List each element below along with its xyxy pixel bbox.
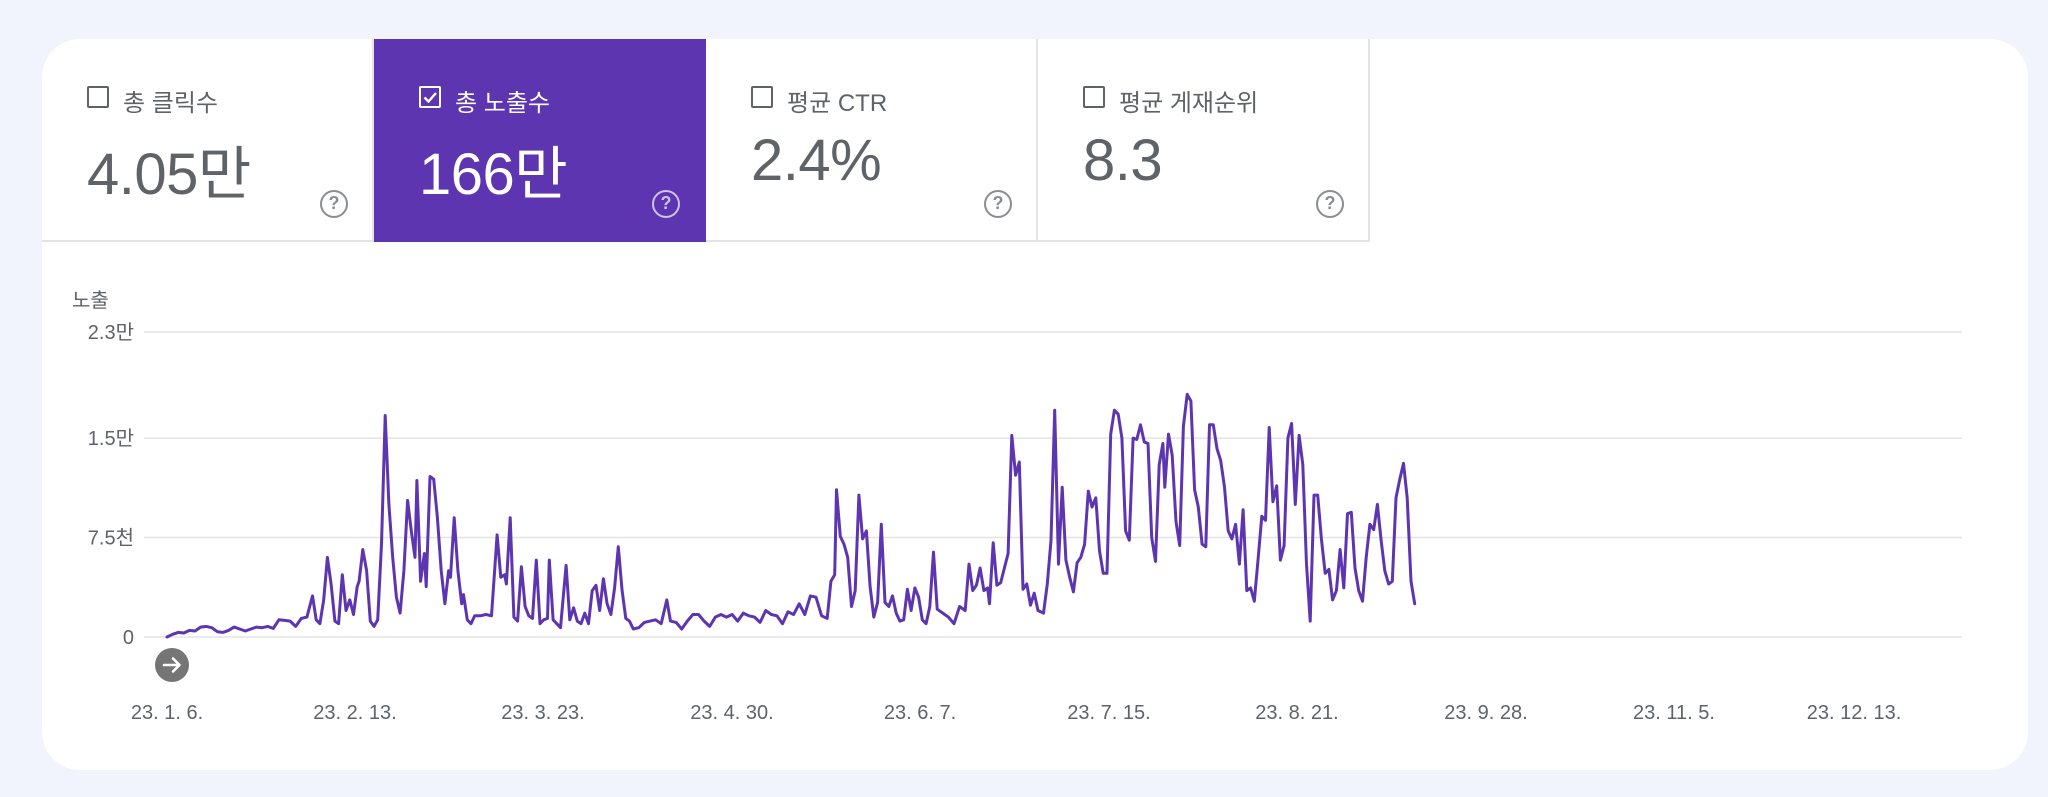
metric-label: 평균 CTR: [787, 90, 888, 117]
y-tick-label: 1.5만: [88, 427, 134, 450]
x-tick-label: 23. 6. 7.: [884, 702, 956, 724]
y-axis-title: 노출: [72, 289, 109, 312]
metric-label: 평균 게재순위: [1119, 90, 1259, 117]
check-mark-icon: [423, 92, 437, 104]
checkbox-unchecked-icon[interactable]: [87, 86, 109, 108]
impressions-chart[interactable]: 07.5천1.5만2.3만 노출 23. 1. 6. 23. 2. 13. 23. …: [42, 39, 2028, 770]
x-axis-labels: 23. 1. 6. 23. 2. 13. 23. 3. 23. 23. 4. 30. 2…: [131, 702, 1901, 724]
x-tick-label: 23. 4. 30.: [690, 702, 773, 724]
metric-value: 2.4%: [751, 128, 882, 193]
metric-total-clicks[interactable]: 총 클릭수 4.05만 ?: [42, 39, 374, 242]
metric-value: 8.3: [1083, 128, 1163, 193]
metric-total-impressions[interactable]: 총 노출수 166만 ?: [374, 39, 706, 242]
metric-average-position[interactable]: 평균 게재순위 8.3 ?: [1038, 39, 1370, 242]
checkbox-checked-icon[interactable]: [419, 86, 441, 108]
x-tick-label: 23. 12. 13.: [1807, 702, 1902, 724]
x-tick-label: 23. 7. 15.: [1067, 702, 1150, 724]
metric-label: 총 노출수: [455, 90, 550, 117]
metric-average-ctr[interactable]: 평균 CTR 2.4% ?: [706, 39, 1038, 242]
x-tick-label: 23. 1. 6.: [131, 702, 203, 724]
x-tick-label: 23. 11. 5.: [1633, 702, 1715, 724]
y-tick-label: 7.5천: [88, 527, 134, 550]
series-line-impressions: [165, 392, 1417, 639]
metric-value: 4.05만: [87, 142, 251, 207]
checkbox-unchecked-icon[interactable]: [751, 86, 773, 108]
x-tick-label: 23. 3. 23.: [501, 702, 584, 724]
checkbox-unchecked-icon[interactable]: [1083, 86, 1105, 108]
metric-value: 166만: [419, 142, 568, 207]
arrow-right-circle-icon[interactable]: [155, 648, 189, 682]
help-circle-icon[interactable]: ?: [984, 190, 1012, 218]
y-tick-label: 0: [123, 627, 134, 649]
help-circle-icon[interactable]: ?: [320, 190, 348, 218]
x-tick-label: 23. 2. 13.: [313, 702, 396, 724]
y-tick-label: 2.3만: [88, 321, 134, 344]
help-circle-icon[interactable]: ?: [652, 190, 680, 218]
x-tick-label: 23. 9. 28.: [1444, 702, 1527, 724]
performance-card: 총 클릭수 4.05만 ? 총 노출수 166만 ? 평균 CTR 2.4% ?…: [42, 39, 2028, 770]
y-axis-labels: 0 7.5천 1.5만 2.3만: [88, 321, 134, 649]
x-tick-label: 23. 8. 21.: [1255, 702, 1338, 724]
help-circle-icon[interactable]: ?: [1316, 190, 1344, 218]
metric-label: 총 클릭수: [123, 90, 218, 117]
